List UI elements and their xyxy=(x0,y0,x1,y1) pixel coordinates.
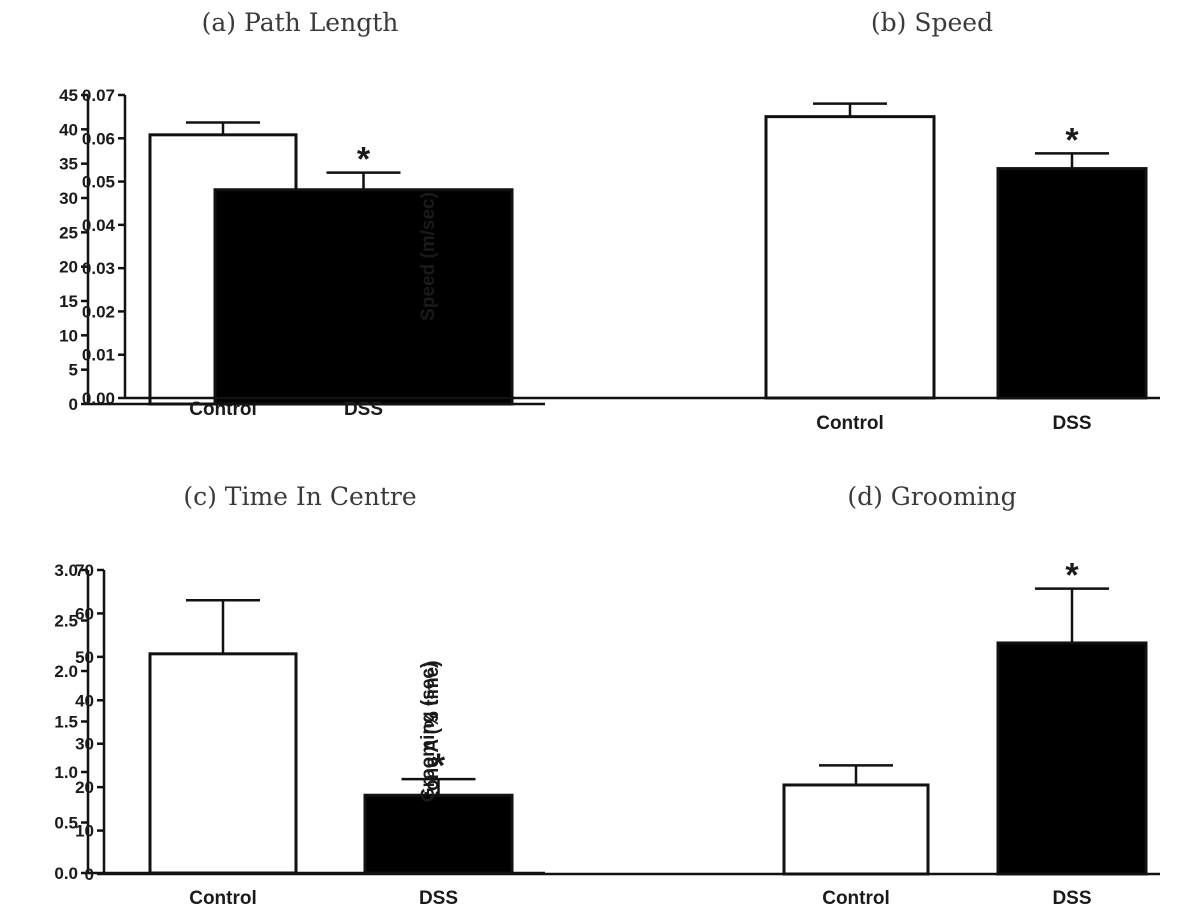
chart-path-length: 051015202530354045Path length (m)Control… xyxy=(59,86,545,420)
y-tick-label: 10 xyxy=(75,822,94,841)
y-tick-label: 0.07 xyxy=(82,86,115,105)
y-tick-label: 1.5 xyxy=(54,713,78,732)
y-tick-label: 0.03 xyxy=(82,259,115,278)
category-label: Control xyxy=(822,888,890,909)
y-tick-label: 0 xyxy=(69,395,78,414)
y-tick-label: 20 xyxy=(59,258,78,277)
chart-speed: 0.00 0.01 0.02 0.03 0.04 0.05 0.06 0.07 Speed (m… xyxy=(82,86,1160,434)
y-tick-label: 0 xyxy=(85,865,94,884)
category-label: DSS xyxy=(1052,888,1091,909)
y-tick-label: 40 xyxy=(75,691,94,710)
category-label: DSS xyxy=(344,399,383,420)
y-tick-label: 0.06 xyxy=(82,129,115,148)
category-label: Control xyxy=(189,888,257,909)
category-label: DSS xyxy=(419,888,458,909)
y-tick-label: 0.05 xyxy=(82,173,115,192)
y-tick-label: 0.00 xyxy=(82,389,115,408)
bar-dss xyxy=(996,167,1148,400)
y-tick-label: 20 xyxy=(75,778,94,797)
y-tick-label: 0.5 xyxy=(54,814,78,833)
y-tick-label: 2.5 xyxy=(54,612,78,631)
y-tick-label: 50 xyxy=(75,648,94,667)
y-tick-label: 60 xyxy=(75,604,94,623)
y-tick-label: 15 xyxy=(59,292,78,311)
category-label: Control xyxy=(816,413,884,434)
bar-control xyxy=(782,783,930,876)
y-tick-label: 70 xyxy=(75,561,94,580)
y-axis-label: Grooming (sec) xyxy=(418,662,439,802)
y-axis-label: Speed (m/sec) xyxy=(418,192,439,321)
significance-marker: * xyxy=(1065,121,1079,159)
category-label: DSS xyxy=(1052,413,1091,434)
panel-title-time-in-centre: (c) Time In Centre xyxy=(183,482,417,511)
panel-title-path-length: (a) Path Length xyxy=(201,8,399,37)
y-tick-label: 45 xyxy=(59,86,78,105)
panel-title-speed: (b) Speed xyxy=(870,8,994,37)
bar-control xyxy=(148,652,298,875)
significance-marker: * xyxy=(1065,557,1079,595)
y-tick-label: 0.04 xyxy=(82,216,116,235)
y-tick-label: 5 xyxy=(69,361,78,380)
bar-dss xyxy=(996,641,1148,876)
panel-title-grooming: (d) Grooming xyxy=(847,482,1017,511)
chart-grooming: 0 10 20 30 40 50 60 70 Grooming (sec) Control * DSS xyxy=(75,557,1160,909)
y-tick-label: 40 xyxy=(59,120,78,139)
y-tick-label: 35 xyxy=(59,155,78,174)
bar-dss xyxy=(363,793,514,875)
bar-control xyxy=(764,115,936,400)
bar-dss xyxy=(213,188,514,406)
y-tick-label: 2.0 xyxy=(54,662,78,681)
y-tick-label: 25 xyxy=(59,223,78,242)
y-tick-label: 0.02 xyxy=(82,302,115,321)
y-tick-label: 0.0 xyxy=(54,864,78,883)
y-tick-label: 3.0 xyxy=(54,561,78,580)
y-axis-label: Zone A (% time) xyxy=(422,660,443,802)
y-tick-label: 0.01 xyxy=(82,346,115,365)
y-tick-label: 30 xyxy=(75,735,94,754)
significance-marker: * xyxy=(432,747,446,785)
y-tick-label: 10 xyxy=(59,326,78,345)
significance-marker: * xyxy=(357,141,371,179)
chart-time-in-centre: 0.0 0.5 1.0 1.5 2.0 2.5 3.0 Zone A (% time) Cont… xyxy=(54,561,545,909)
y-tick-label: 30 xyxy=(59,189,78,208)
y-tick-label: 1.0 xyxy=(54,763,78,782)
